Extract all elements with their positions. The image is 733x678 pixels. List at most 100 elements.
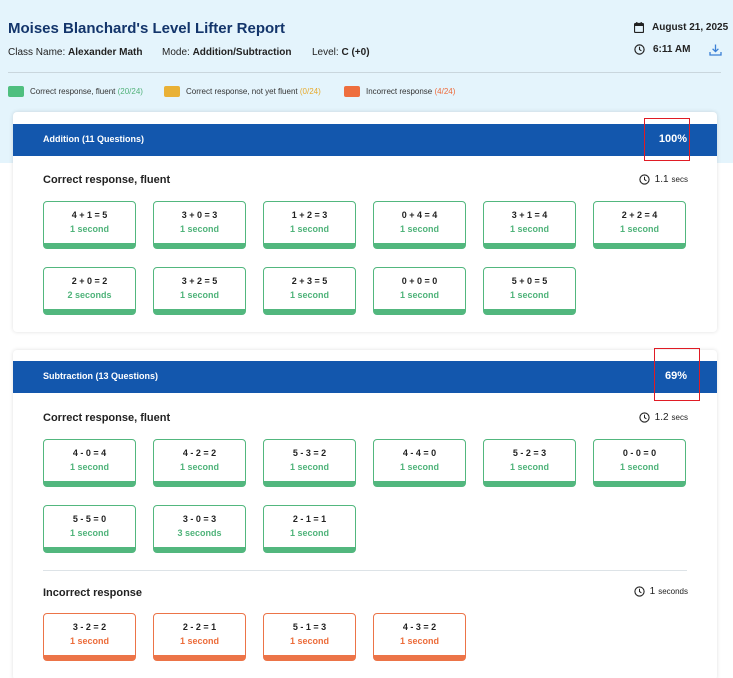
question-response-time: 1 second [399,290,439,300]
section-title: Subtraction (13 Questions) [43,371,159,381]
mode: Mode: Addition/Subtraction [162,47,291,58]
question-equation: 5 - 1 = 3 [292,622,327,632]
section-percent: 100% [658,133,687,145]
question-tile: 0 + 0 = 0 1 second [373,267,466,315]
legend-item-incorrect: Incorrect response (4/24) [344,86,455,97]
question-response-time: 1 second [289,462,329,472]
legend-count: (4/24) [434,87,456,96]
question-tile: 3 + 0 = 3 1 second [153,201,246,249]
question-equation: 5 - 3 = 2 [292,448,327,458]
question-tile: 5 - 3 = 2 1 second [263,439,356,487]
question-tile: 4 - 2 = 2 1 second [153,439,246,487]
question-equation: 2 - 2 = 1 [182,622,217,632]
question-response-time: 3 seconds [177,528,222,538]
question-equation: 0 + 4 = 4 [401,210,438,220]
section-percent: 69% [664,370,687,382]
question-tile: 3 - 0 = 3 3 seconds [153,505,246,553]
clock-icon [638,174,650,185]
legend-label: Incorrect response [366,87,433,96]
avg-time-value: 1 [649,586,656,597]
question-tile: 3 + 2 = 5 1 second [153,267,246,315]
legend-item-not-fluent: Correct response, not yet fluent (0/24) [164,86,321,97]
report-header: Moises Blanchard's Level Lifter Report C… [0,0,733,110]
download-icon[interactable] [709,44,722,56]
question-tile: 5 + 0 = 5 1 second [483,267,576,315]
question-response-time: 1 second [399,224,439,234]
question-tile: 4 - 3 = 2 1 second [373,613,466,661]
question-response-time: 1 second [289,528,329,538]
question-response-time: 1 second [289,636,329,646]
report-title: Moises Blanchard's Level Lifter Report [8,20,285,37]
question-tile: 5 - 1 = 3 1 second [263,613,356,661]
question-response-time: 1 second [179,462,219,472]
question-equation: 4 - 4 = 0 [402,448,437,458]
question-tile: 0 + 4 = 4 1 second [373,201,466,249]
question-response-time: 1 second [509,462,549,472]
report-time-text: 6:11 AM [653,44,691,55]
group-avg-time: 1.2 secs [638,412,688,423]
group-avg-time: 1 seconds [633,586,688,597]
question-tile: 5 - 2 = 3 1 second [483,439,576,487]
avg-time-unit: secs [671,413,688,422]
mode-value: Addition/Subtraction [192,47,292,58]
question-equation: 0 - 0 = 0 [622,448,657,458]
question-response-time: 1 second [69,462,109,472]
group-title: Incorrect response [43,587,143,599]
question-tile: 3 + 1 = 4 1 second [483,201,576,249]
level-value: C (+0) [341,47,370,58]
report-date-text: August 21, 2025 [652,22,729,33]
clock-icon [638,412,650,423]
question-response-time: 1 second [69,528,109,538]
question-equation: 2 + 2 = 4 [621,210,658,220]
question-response-time: 1 second [619,462,659,472]
question-tile: 0 - 0 = 0 1 second [593,439,686,487]
question-response-time: 1 second [179,636,219,646]
question-equation: 5 - 5 = 0 [72,514,107,524]
mode-label: Mode: [162,47,190,58]
group-divider [43,570,687,571]
percent-highlight-box [654,348,700,401]
group-title: Correct response, fluent [43,412,171,424]
avg-time-value: 1.2 [654,412,669,423]
legend-label: Correct response, fluent [30,87,116,96]
question-equation: 4 - 0 = 4 [72,448,107,458]
class-name-value: Alexander Math [68,47,143,58]
legend-count: (20/24) [117,87,143,96]
section-header: Subtraction (13 Questions) 69% [13,361,717,393]
question-response-time: 2 seconds [67,290,112,300]
subtraction-section: Subtraction (13 Questions) 69% Correct r… [13,348,717,678]
clock-icon [634,44,645,55]
question-response-time: 1 second [179,224,219,234]
question-response-time: 1 second [69,636,109,646]
percent-highlight-box [644,118,690,161]
report-date: August 21, 2025 [634,22,728,33]
legend-swatch-yellow [164,86,180,97]
section-title: Addition (11 Questions) [43,134,145,144]
addition-section: Addition (11 Questions) 100% Correct res… [13,112,717,332]
level-label: Level: [312,47,339,58]
question-equation: 3 - 0 = 3 [182,514,217,524]
class-name-label: Class Name: [8,47,66,58]
question-tile: 2 + 3 = 5 1 second [263,267,356,315]
question-response-time: 1 second [289,290,329,300]
legend-item-fluent: Correct response, fluent (20/24) [8,86,143,97]
legend-swatch-orange [344,86,360,97]
question-tile: 2 + 0 = 2 2 seconds [43,267,136,315]
question-response-time: 1 second [69,224,109,234]
question-equation: 1 + 2 = 3 [291,210,328,220]
section-header: Addition (11 Questions) 100% [13,124,717,156]
question-equation: 2 + 0 = 2 [71,276,108,286]
question-equation: 5 - 2 = 3 [512,448,547,458]
group-avg-time: 1.1 secs [638,174,688,185]
question-response-time: 1 second [509,290,549,300]
question-equation: 4 - 3 = 2 [402,622,437,632]
question-response-time: 1 second [289,224,329,234]
avg-time-unit: secs [671,175,688,184]
clock-icon [633,586,645,597]
question-response-time: 1 second [399,636,439,646]
legend-count: (0/24) [299,87,321,96]
question-response-time: 1 second [179,290,219,300]
